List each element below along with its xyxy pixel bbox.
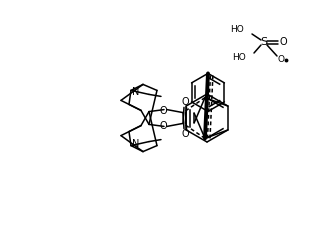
Text: O: O [279,37,287,47]
Text: O: O [277,54,284,63]
Text: O: O [181,97,189,107]
Text: HO: HO [232,53,246,62]
Text: O: O [159,122,167,132]
Text: O: O [181,129,189,139]
Text: N: N [132,87,140,97]
Text: HO: HO [230,26,244,34]
Text: O: O [159,106,167,116]
Text: N: N [132,139,140,149]
Text: S: S [260,37,268,47]
